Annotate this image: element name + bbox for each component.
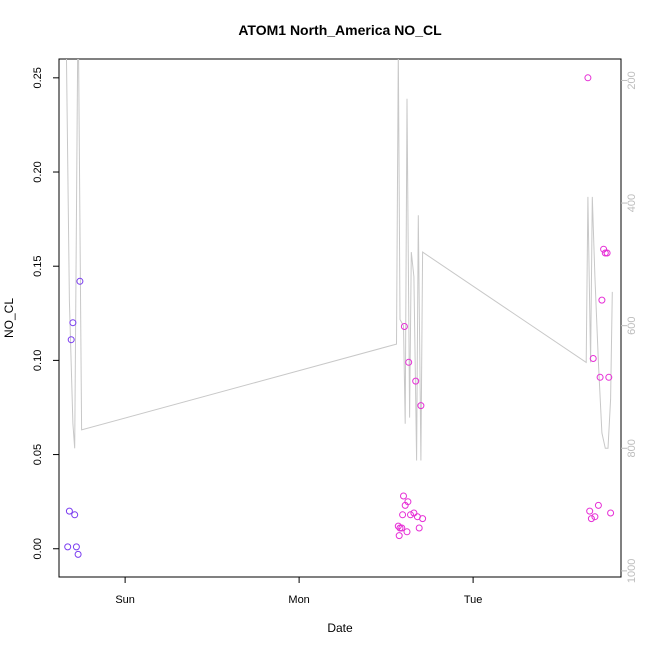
y2-tick-label: 400 — [626, 194, 638, 212]
data-point — [69, 319, 77, 327]
data-point — [400, 323, 408, 330]
data-point — [76, 277, 84, 285]
data-point — [65, 507, 73, 515]
data-point — [600, 245, 608, 253]
data-point — [605, 373, 613, 381]
data-point — [587, 515, 595, 523]
data-point — [400, 492, 407, 500]
data-point — [399, 511, 407, 519]
data-point — [74, 550, 82, 558]
y-axis: 0.00 0.05 0.10 0.15 0.20 0.25 — [32, 67, 59, 559]
x-axis-label: Date — [327, 621, 353, 635]
plot-frame — [58, 58, 622, 578]
y-axis-label: NO_CL — [2, 298, 16, 338]
y2-tick-label: 800 — [626, 439, 638, 457]
x-axis: Sun Mon Tue — [115, 577, 482, 606]
data-point — [603, 249, 611, 257]
data-point — [398, 524, 406, 532]
data-point — [403, 528, 411, 536]
data-point — [586, 507, 594, 515]
series-line — [65, 59, 613, 461]
data-point — [419, 515, 427, 523]
x-tick-label: Tue — [464, 594, 483, 606]
series-points — [64, 74, 615, 558]
y-tick-label: 0.15 — [32, 255, 44, 276]
y2-tick-label: 200 — [626, 71, 638, 89]
data-point — [405, 358, 413, 366]
chart-title: ATOM1 North_America NO_CL — [238, 22, 442, 38]
y2-axis: 200 400 600 800 1000 — [621, 71, 638, 583]
data-point — [394, 522, 402, 530]
y2-tick-label: 1000 — [626, 559, 638, 583]
data-point — [415, 524, 423, 532]
y-tick-label: 0.10 — [32, 350, 44, 371]
data-point — [395, 532, 403, 540]
x-tick-label: Mon — [288, 594, 309, 606]
data-point — [417, 402, 425, 410]
data-point — [594, 501, 602, 509]
data-point — [67, 336, 75, 344]
y-tick-label: 0.00 — [32, 538, 44, 559]
y2-tick-label: 600 — [626, 316, 638, 334]
data-point — [412, 377, 420, 385]
data-point — [64, 543, 72, 551]
data-point — [591, 513, 599, 521]
y-tick-label: 0.20 — [32, 161, 44, 182]
x-tick-label: Sun — [115, 594, 135, 606]
data-point — [607, 509, 615, 517]
data-point — [598, 296, 606, 304]
y-tick-label: 0.25 — [32, 67, 44, 88]
data-point — [72, 543, 80, 551]
data-point — [584, 74, 592, 82]
data-point — [589, 355, 597, 362]
data-point — [71, 511, 79, 519]
series-line-path — [65, 59, 613, 461]
data-point — [596, 373, 604, 381]
y-tick-label: 0.05 — [32, 444, 44, 465]
data-point — [410, 509, 418, 517]
data-point — [407, 511, 414, 519]
data-point — [404, 498, 412, 506]
